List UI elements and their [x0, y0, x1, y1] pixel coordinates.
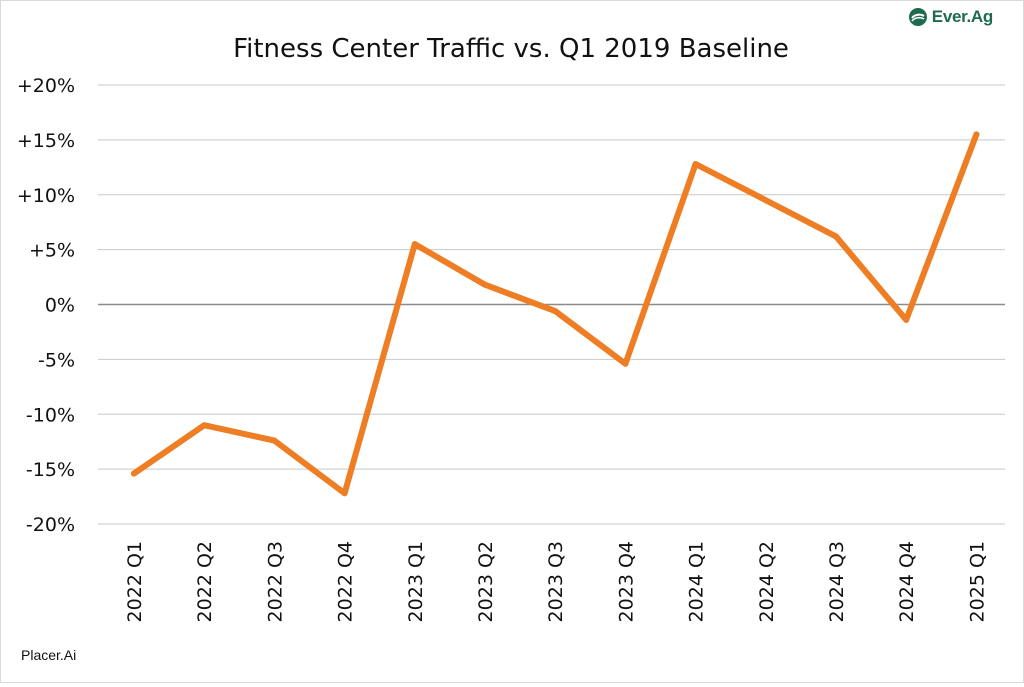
data-point	[552, 308, 559, 315]
y-tick-label: -15%	[26, 459, 75, 481]
data-point	[271, 437, 278, 444]
x-tick-label: 2022 Q4	[335, 541, 357, 622]
data-point	[131, 470, 137, 477]
y-tick-label: +10%	[17, 185, 75, 207]
data-point	[622, 360, 629, 367]
grid-lines	[98, 84, 1005, 525]
brand-logo: Ever.Ag	[908, 7, 993, 27]
series-layer	[131, 131, 980, 497]
data-point	[973, 131, 980, 138]
data-point	[903, 316, 910, 323]
x-tick-label: 2024 Q1	[686, 541, 708, 622]
x-axis-tick-labels: 2022 Q1 2022 Q2 2022 Q3 2022 Q4 2023 Q1 2023 …	[124, 541, 988, 622]
data-point	[341, 490, 348, 497]
chart-title: Fitness Center Traffic vs. Q1 2019 Basel…	[233, 34, 789, 64]
y-tick-label: -5%	[38, 349, 75, 371]
data-point	[411, 241, 418, 248]
x-tick-label: 2024 Q3	[826, 541, 848, 622]
y-tick-label: +20%	[17, 75, 75, 97]
y-tick-label: 0%	[45, 295, 75, 317]
x-tick-label: 2024 Q2	[756, 541, 778, 622]
x-tick-label: 2023 Q1	[405, 541, 427, 622]
y-tick-label: -10%	[26, 404, 75, 426]
x-tick-label: 2022 Q3	[264, 541, 286, 622]
x-tick-label: 2025 Q1	[966, 541, 988, 622]
source-label: Placer.Ai	[21, 647, 77, 663]
data-point	[762, 197, 769, 204]
data-point	[482, 281, 488, 288]
data-point	[692, 161, 699, 168]
x-tick-label: 2023 Q4	[615, 541, 637, 622]
x-tick-label: 2023 Q2	[475, 541, 497, 622]
x-tick-label: 2022 Q1	[124, 541, 146, 622]
data-point	[833, 233, 839, 240]
data-point	[201, 422, 208, 429]
x-tick-label: 2022 Q2	[194, 541, 216, 622]
y-tick-label: +5%	[29, 240, 75, 262]
y-tick-label: -20%	[26, 514, 75, 536]
y-tick-label: +15%	[17, 130, 75, 152]
ever-ag-leaf-icon	[908, 8, 927, 26]
x-tick-label: 2023 Q3	[545, 541, 567, 622]
y-axis-tick-labels: +20% +15% +10% +5% 0% -5% -10% -15% -20%	[17, 75, 75, 536]
brand-name: Ever.Ag	[931, 7, 994, 26]
x-tick-label: 2024 Q4	[896, 541, 918, 622]
